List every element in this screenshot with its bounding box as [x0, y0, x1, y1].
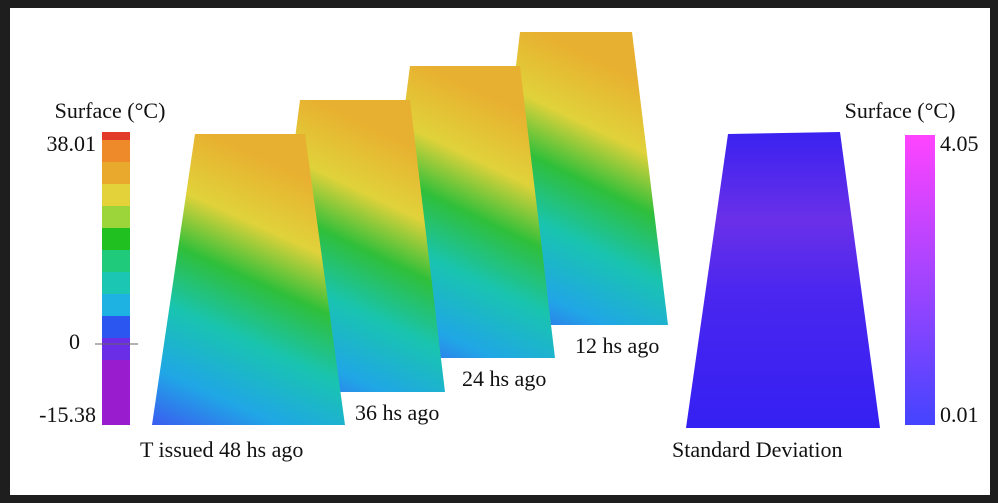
figure: Surface (°C) 38.01 0 -15.38 12 hs ago 24… [0, 0, 998, 503]
page: {"left_colorbar": {"title": "Surface (°C… [0, 0, 998, 503]
std-map-label: Standard Deviation [672, 437, 842, 462]
colorbar-min: 0.01 [940, 402, 979, 427]
colorbar-title: Surface (°C) [55, 98, 166, 123]
colorbar-max: 38.01 [47, 131, 97, 156]
colorbar-title: Surface (°C) [845, 98, 956, 123]
colorbar-min: -15.38 [39, 402, 96, 427]
map-label: 36 hs ago [355, 400, 439, 425]
colorbar-mid: 0 [69, 329, 80, 354]
map-label: T issued 48 hs ago [140, 437, 303, 462]
colorbar-max: 4.05 [940, 131, 979, 156]
map-label: 24 hs ago [462, 366, 546, 391]
map-label: 12 hs ago [575, 333, 659, 358]
right-colorbar [905, 135, 935, 425]
